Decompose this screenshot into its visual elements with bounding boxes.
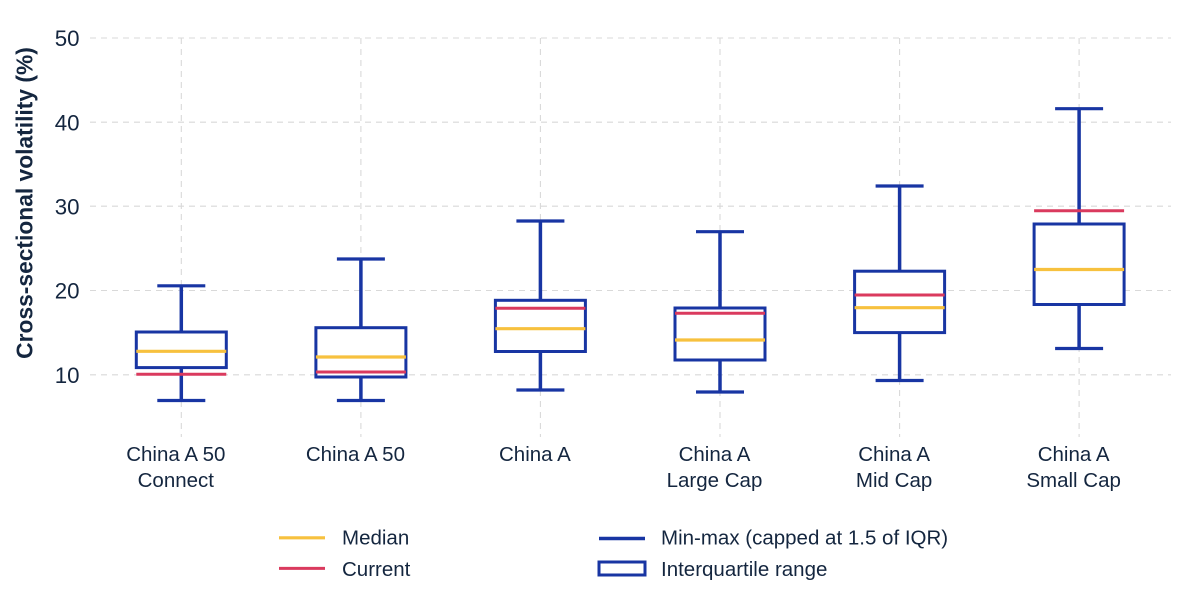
- svg-text:Large Cap: Large Cap: [667, 469, 763, 492]
- svg-text:Interquartile range: Interquartile range: [661, 558, 827, 581]
- svg-text:Mid Cap: Mid Cap: [856, 469, 932, 492]
- svg-text:Min-max (capped at 1.5 of IQR): Min-max (capped at 1.5 of IQR): [661, 527, 948, 550]
- svg-text:China A 50: China A 50: [306, 443, 405, 466]
- svg-text:50: 50: [55, 26, 80, 51]
- svg-text:China A: China A: [499, 443, 571, 466]
- svg-text:China A: China A: [679, 443, 751, 466]
- svg-text:10: 10: [55, 363, 80, 388]
- svg-text:China A 50: China A 50: [126, 443, 225, 466]
- svg-text:30: 30: [55, 194, 80, 219]
- svg-text:Small Cap: Small Cap: [1026, 469, 1121, 492]
- svg-text:China A: China A: [858, 443, 930, 466]
- svg-text:Cross-sectional volatility (%): Cross-sectional volatility (%): [12, 47, 38, 359]
- svg-text:China A: China A: [1038, 443, 1110, 466]
- svg-text:Connect: Connect: [138, 469, 215, 492]
- svg-text:Median: Median: [342, 527, 409, 550]
- svg-text:40: 40: [55, 110, 80, 135]
- svg-text:20: 20: [55, 279, 80, 304]
- svg-text:Current: Current: [342, 558, 411, 581]
